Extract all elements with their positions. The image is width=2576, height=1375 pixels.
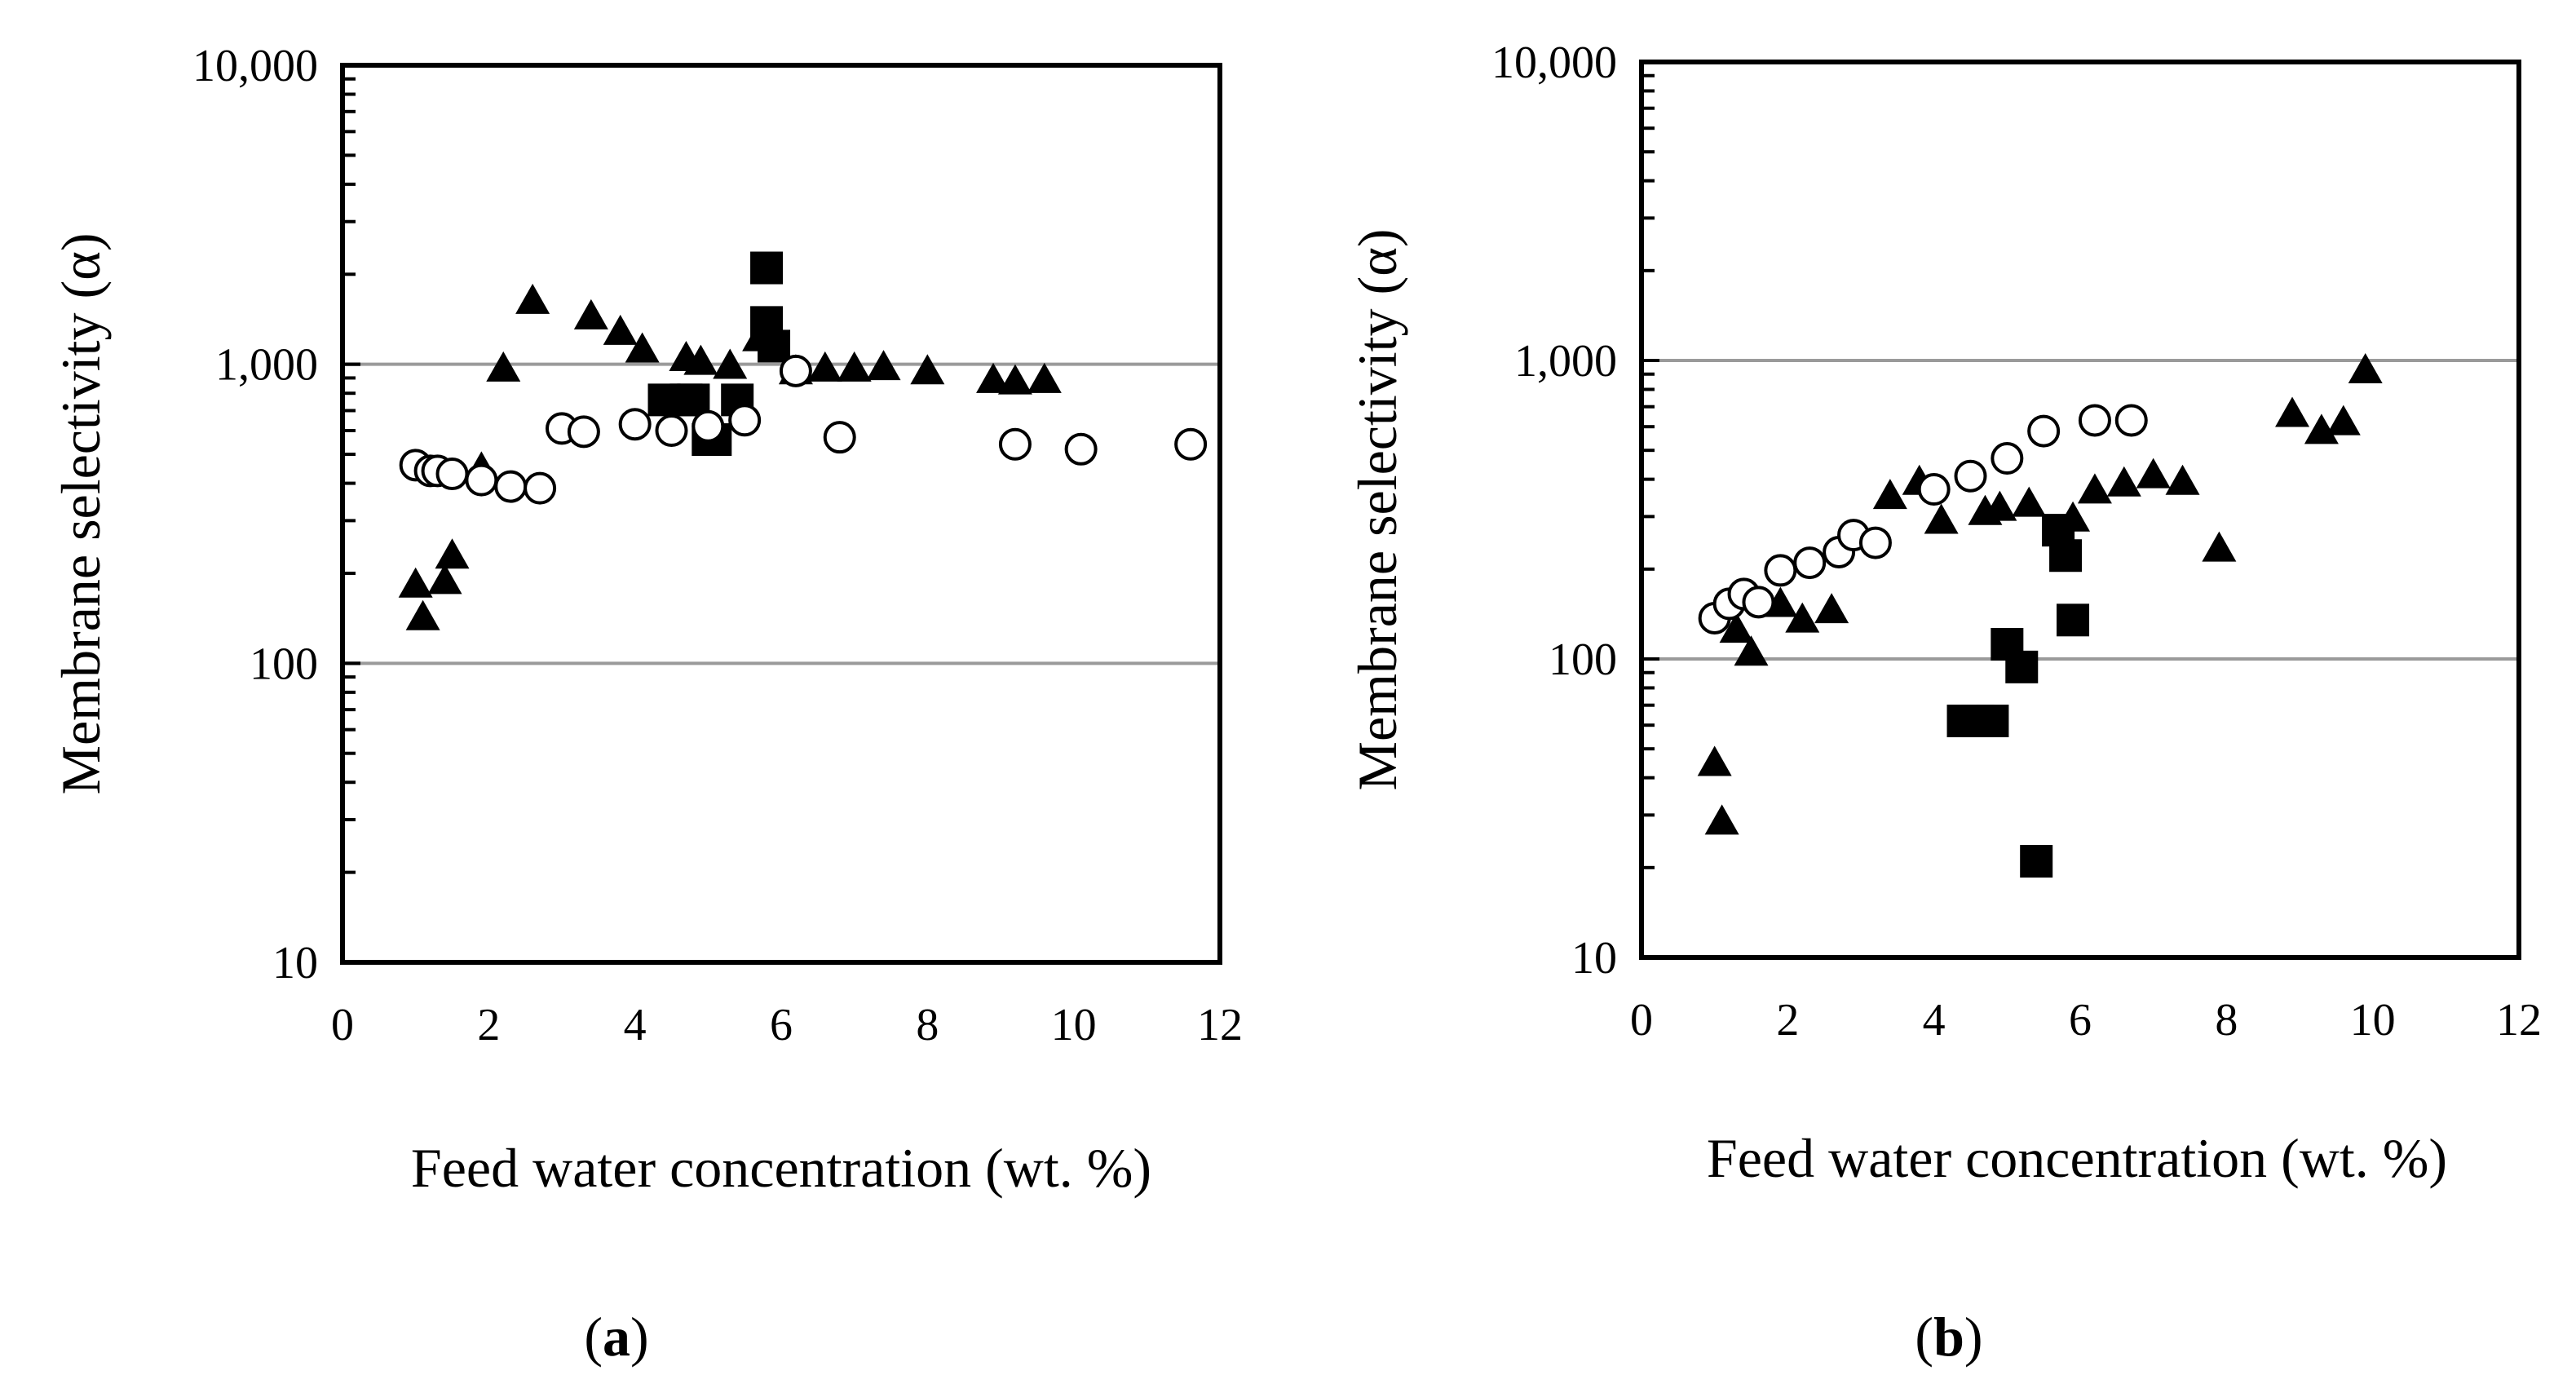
square-point — [2057, 603, 2089, 636]
triangle-point — [515, 284, 550, 314]
x-tick-label: 8 — [916, 1000, 939, 1050]
gridlines — [342, 365, 1220, 664]
circle-point — [466, 466, 496, 495]
circle-point — [1765, 555, 1795, 585]
data-points — [1698, 353, 2383, 878]
triangle-point — [406, 600, 440, 630]
circle-point — [1001, 430, 1030, 459]
circle-point — [1795, 548, 1824, 577]
x-tick-label: 8 — [2215, 995, 2238, 1046]
panel-caption: (b) — [1915, 1306, 1982, 1368]
triangle-point — [603, 315, 638, 345]
circle-point — [1956, 462, 1986, 491]
y-tick-label: 10 — [272, 938, 318, 988]
circle-point — [2080, 405, 2110, 435]
x-tick-label: 6 — [2069, 995, 2092, 1046]
triangle-point — [2275, 396, 2309, 427]
circle-point — [1743, 587, 1773, 617]
triangle-point — [910, 354, 944, 384]
triangle-point — [2012, 487, 2046, 517]
circle-point — [1920, 475, 1949, 504]
circle-point — [525, 474, 555, 503]
triangle-point — [399, 568, 433, 598]
y-tick-label: 100 — [250, 639, 318, 689]
plot-frame — [342, 65, 1220, 962]
square-point — [1976, 705, 2008, 737]
circle-point — [1176, 430, 1205, 459]
tick-labels: 0 2 4 6 8 10 12 10 100 1,000 10,000 — [1491, 38, 2542, 1046]
circle-point — [496, 472, 525, 502]
y-axis-label: Membrane selectivity (α) — [50, 233, 112, 795]
square-point — [2005, 651, 2038, 683]
x-tick-label: 12 — [1197, 1000, 1243, 1050]
triangle-point — [2348, 353, 2383, 383]
circle-point — [1067, 435, 1096, 464]
data-points — [399, 252, 1205, 630]
circle-point — [569, 417, 599, 446]
circle-point — [438, 459, 467, 489]
triangle-point — [2136, 458, 2171, 489]
triangle-point — [808, 351, 842, 382]
y-tick-label: 10,000 — [192, 41, 318, 91]
y-tick-label: 10,000 — [1491, 38, 1617, 88]
circle-point — [730, 405, 759, 435]
y-tick-label: 1,000 — [215, 340, 318, 391]
triangle-point — [998, 365, 1032, 395]
triangle-point — [2166, 465, 2200, 495]
triangle-point — [574, 299, 608, 329]
x-tick-label: 10 — [2350, 995, 2396, 1046]
tick-labels: 0 2 4 6 8 10 12 10 100 1,000 10,000 — [192, 41, 1243, 1050]
y-tick-label: 100 — [1549, 634, 1617, 685]
x-tick-label: 0 — [1630, 995, 1653, 1046]
triangle-point — [486, 351, 520, 382]
circle-point — [693, 412, 722, 441]
x-tick-label: 12 — [2496, 995, 2542, 1046]
plot-frame — [1641, 62, 2519, 957]
x-axis-label: Feed water concentration (wt. %) — [411, 1137, 1151, 1199]
circle-point — [1992, 444, 2021, 473]
circle-point — [1861, 528, 1890, 558]
circle-point — [825, 422, 855, 452]
circle-point — [2117, 405, 2146, 435]
circle-point — [657, 416, 687, 445]
triangle-point — [1873, 479, 1907, 509]
y-axis-label: Membrane selectivity (α) — [1346, 229, 1408, 791]
square-point — [2020, 845, 2052, 878]
triangle-point — [1705, 804, 1739, 834]
x-tick-label: 10 — [1051, 1000, 1097, 1050]
circle-point — [2029, 417, 2058, 446]
chart-panel-a: 0 2 4 6 8 10 12 10 100 1,000 10,000 Feed water con… — [50, 41, 1243, 1368]
triangle-point — [837, 351, 872, 382]
x-tick-label: 0 — [331, 1000, 354, 1050]
triangle-point — [1924, 504, 1959, 534]
panel-caption: (a) — [584, 1306, 648, 1368]
square-point — [2049, 539, 2082, 572]
triangle-point — [1814, 593, 1849, 623]
square-point — [758, 329, 790, 362]
y-tick-label: 1,000 — [1514, 336, 1617, 387]
square-point — [750, 252, 783, 285]
triangle-point — [435, 538, 470, 568]
x-tick-label: 2 — [477, 1000, 500, 1050]
x-tick-label: 6 — [770, 1000, 793, 1050]
triangle-point — [1027, 363, 1062, 393]
circle-point — [781, 356, 811, 386]
triangle-point — [2326, 405, 2361, 435]
x-tick-label: 4 — [624, 1000, 647, 1050]
triangle-point — [2107, 466, 2141, 497]
triangle-point — [1698, 745, 1732, 776]
y-tick-label: 10 — [1571, 933, 1617, 984]
circle-point — [621, 409, 650, 439]
x-axis-label: Feed water concentration (wt. %) — [1707, 1127, 2447, 1189]
x-tick-label: 4 — [1923, 995, 1946, 1046]
triangle-point — [2202, 532, 2236, 562]
chart-panel-b: 0 2 4 6 8 10 12 10 100 1,000 10,000 Feed water con… — [1346, 38, 2542, 1368]
x-tick-label: 2 — [1776, 995, 1799, 1046]
triangle-point — [2078, 473, 2112, 503]
